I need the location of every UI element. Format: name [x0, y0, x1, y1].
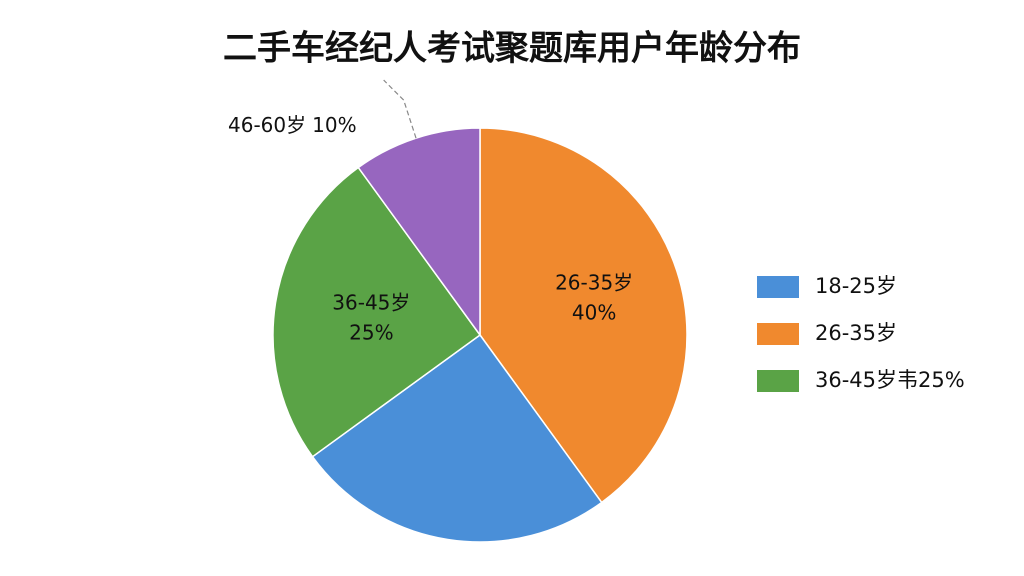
legend-label: 18-25岁	[815, 274, 897, 298]
slice-value-label: 40%	[572, 300, 616, 324]
chart-title: 二手车经纪人考试聚题库用户年龄分布	[223, 29, 801, 69]
pie-slice	[311, 333, 603, 543]
legend-label: 36-45岁韦25%	[815, 368, 965, 392]
slice-label: 46-60岁	[228, 113, 306, 137]
slice-value-label: 10%	[312, 113, 356, 137]
pie-slice	[357, 127, 481, 338]
legend-label: 26-35岁	[815, 321, 897, 345]
slice-label: 36-45岁	[332, 290, 410, 314]
legend-swatch	[757, 370, 799, 392]
slice-label: 46-60岁 10%	[228, 113, 357, 137]
slice-label: 26-35岁	[555, 270, 633, 294]
legend-swatch	[757, 323, 799, 345]
legend-swatch	[757, 276, 799, 298]
slice-value-label: 25%	[349, 320, 393, 344]
pie-slice	[272, 166, 482, 458]
pie-slice	[479, 127, 688, 504]
leader-line	[383, 79, 417, 139]
